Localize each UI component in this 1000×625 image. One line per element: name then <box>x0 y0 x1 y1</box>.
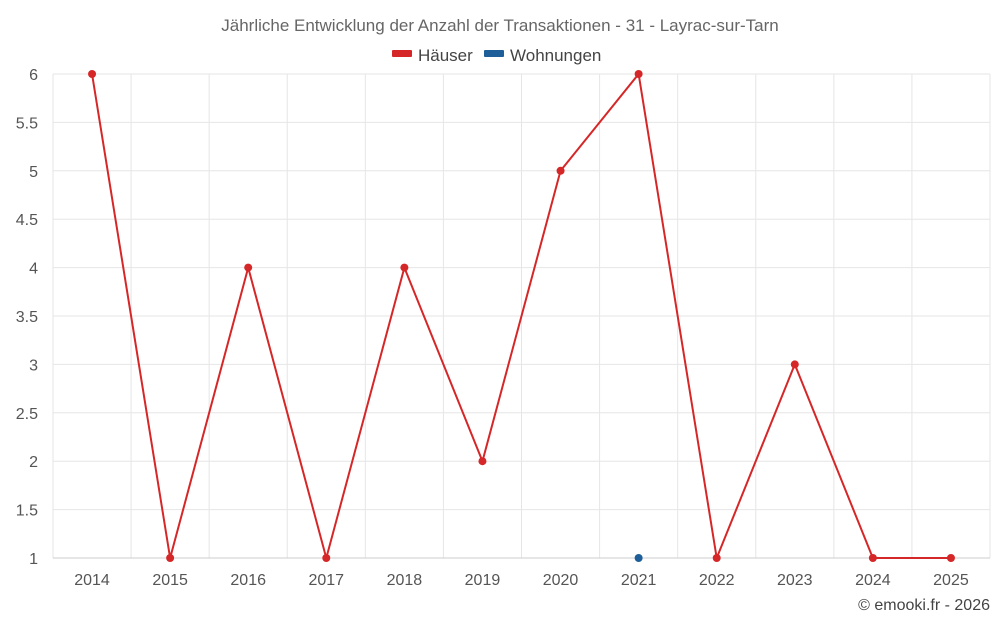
y-axis-ticks: 1 1.5 2 2.5 3 3.5 4 4.5 5 5.5 6 <box>16 67 38 568</box>
y-tick-label: 3 <box>29 357 38 374</box>
x-tick-label: 2022 <box>699 572 735 589</box>
x-axis-ticks: 2014 2015 2016 2017 2018 2019 2020 2021 2022 2023… <box>74 572 969 589</box>
y-tick-label: 3.5 <box>16 309 38 326</box>
x-tick-label: 2025 <box>933 572 969 589</box>
data-point-haeuser[interactable] <box>634 70 643 78</box>
x-tick-label: 2014 <box>74 572 110 589</box>
data-point-haeuser[interactable] <box>946 554 955 562</box>
x-tick-label: 2016 <box>230 572 266 589</box>
x-tick-label: 2019 <box>465 572 501 589</box>
series-layer <box>88 70 955 562</box>
data-point-haeuser[interactable] <box>712 554 721 562</box>
x-tick-label: 2018 <box>387 572 423 589</box>
legend-item-haeuser[interactable]: Häuser <box>392 46 473 65</box>
data-point-haeuser[interactable] <box>790 360 799 369</box>
data-point-haeuser[interactable] <box>322 554 331 562</box>
y-tick-label: 2.5 <box>16 406 38 423</box>
data-point-haeuser[interactable] <box>244 263 253 272</box>
legend-label-wohnungen: Wohnungen <box>510 46 601 65</box>
legend-label-haeuser: Häuser <box>418 46 473 65</box>
y-tick-label: 5.5 <box>16 115 38 132</box>
x-tick-label: 2020 <box>543 572 579 589</box>
x-tick-label: 2021 <box>621 572 657 589</box>
data-point-haeuser[interactable] <box>88 70 97 78</box>
legend-swatch-haeuser <box>392 50 412 57</box>
x-tick-label: 2023 <box>777 572 813 589</box>
credit-text: © emooki.fr - 2026 <box>858 597 990 614</box>
data-point-haeuser[interactable] <box>478 457 487 466</box>
y-tick-label: 6 <box>29 67 38 84</box>
data-point-wohnungen[interactable] <box>634 554 643 562</box>
y-tick-label: 1.5 <box>16 503 38 520</box>
y-tick-label: 4.5 <box>16 212 38 229</box>
legend-item-wohnungen[interactable]: Wohnungen <box>484 46 601 65</box>
y-tick-label: 4 <box>29 261 38 278</box>
x-tick-label: 2015 <box>152 572 188 589</box>
y-tick-label: 1 <box>29 551 38 568</box>
chart-title: Jährliche Entwicklung der Anzahl der Tra… <box>221 16 779 35</box>
data-point-haeuser[interactable] <box>166 554 175 562</box>
legend-swatch-wohnungen <box>484 50 504 57</box>
data-point-haeuser[interactable] <box>868 554 877 562</box>
series-line-haeuser <box>91 73 951 559</box>
y-tick-label: 5 <box>29 164 38 181</box>
x-gridlines <box>52 74 991 558</box>
x-tick-label: 2024 <box>855 572 891 589</box>
data-point-haeuser[interactable] <box>400 263 409 272</box>
x-tick-label: 2017 <box>308 572 344 589</box>
data-point-haeuser[interactable] <box>556 166 565 175</box>
y-tick-label: 2 <box>29 454 38 471</box>
legend: Häuser Wohnungen <box>392 46 601 65</box>
